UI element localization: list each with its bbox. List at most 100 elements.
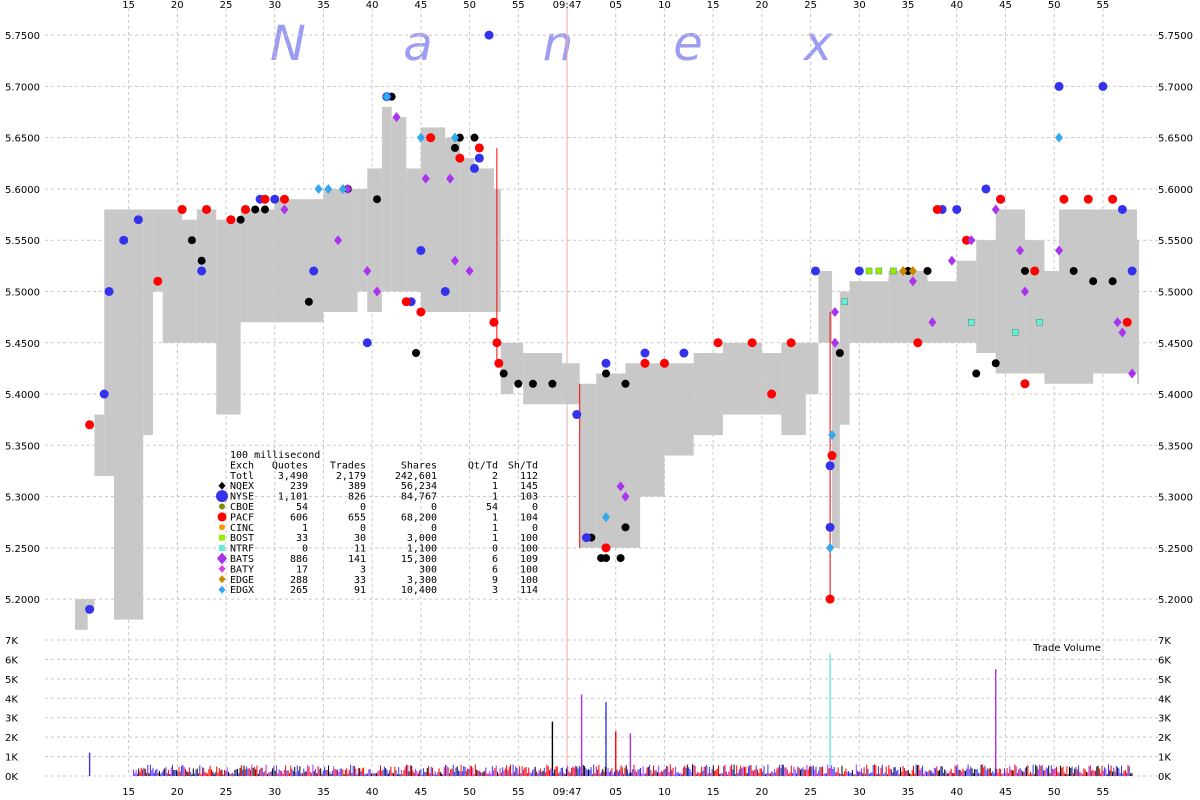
legend-sh-td: 112	[520, 471, 538, 482]
price-tick-label-right: 5.7000	[1158, 82, 1193, 93]
nbbo-band-segment	[113, 209, 144, 620]
legend-sh-td: 103	[520, 492, 538, 503]
legend-quotes: 3,490	[278, 471, 308, 482]
trade-marker	[967, 235, 976, 246]
trade-marker	[260, 205, 269, 214]
trade-marker	[825, 594, 835, 604]
volume-tick-label-left: 3K	[5, 714, 18, 725]
trade-marker	[602, 369, 610, 378]
legend-trades: 3	[360, 564, 366, 575]
price-tick-label-right: 5.5500	[1158, 236, 1193, 247]
trade-marker	[825, 461, 835, 471]
nbbo-band-segment	[182, 219, 197, 343]
legend-shares: 0	[431, 523, 437, 534]
trade-marker	[85, 420, 95, 430]
volume-tick-label-right: 0K	[1158, 772, 1171, 783]
nbbo-band-segment	[849, 281, 889, 343]
trade-marker	[450, 255, 459, 266]
nbbo-band-segment	[888, 270, 928, 343]
time-tick-label-bottom: 09:47	[553, 787, 582, 798]
trade-marker	[621, 523, 630, 532]
trade-marker	[514, 379, 523, 388]
time-tick-label-top: 50	[1048, 0, 1061, 11]
trade-marker	[343, 183, 352, 194]
price-tick-label-left: 5.7000	[5, 82, 40, 93]
time-tick-label-top: 45	[999, 0, 1012, 11]
legend-qt-td: 0	[492, 544, 498, 555]
trade-marker	[640, 358, 650, 368]
trade-marker	[85, 604, 95, 614]
legend-column-header: Qt/Td	[468, 460, 498, 471]
watermark-letter: N	[270, 16, 306, 72]
trade-marker	[416, 132, 425, 143]
price-tick-label-right: 5.4500	[1158, 339, 1193, 350]
time-tick-label-bottom: 20	[171, 787, 184, 798]
trade-marker	[972, 369, 981, 378]
legend-shares: 300	[419, 564, 437, 575]
time-tick-label-bottom: 50	[1048, 787, 1061, 798]
volume-tick-label-right: 6K	[1158, 655, 1171, 666]
trade-marker	[572, 410, 582, 420]
nbbo-band-segment	[976, 240, 996, 354]
legend-marker	[218, 564, 226, 573]
nbbo-band-segment	[104, 209, 114, 477]
trade-marker	[426, 133, 436, 143]
trade-marker	[830, 337, 839, 348]
time-tick-label-top: 35	[317, 0, 330, 11]
trade-marker	[177, 204, 187, 214]
legend-sh-td: 100	[520, 564, 538, 575]
legend-column-header: Exch	[230, 460, 254, 471]
trade-marker	[1118, 327, 1127, 338]
trade-marker	[494, 358, 504, 368]
trade-marker	[827, 451, 837, 461]
trade-marker	[947, 255, 956, 266]
trade-marker	[362, 338, 372, 348]
legend-interval-label: 100 millisecond	[230, 450, 320, 461]
time-tick-label-top: 40	[950, 0, 963, 11]
nbbo-band-segment	[818, 270, 833, 343]
nbbo-band-segment	[87, 599, 95, 610]
trade-marker	[828, 430, 837, 441]
nbbo-band-segment	[323, 188, 358, 312]
time-tick-label-bottom: 35	[317, 787, 330, 798]
trade-marker	[1036, 318, 1043, 326]
time-tick-label-bottom: 10	[658, 787, 671, 798]
legend-exchange: BOST	[230, 533, 254, 544]
price-tick-label-left: 5.5000	[5, 287, 40, 298]
legend-marker	[217, 552, 227, 565]
trade-marker	[270, 194, 280, 204]
legend-marker	[218, 575, 226, 584]
trade-marker	[1020, 266, 1029, 275]
trade-marker	[474, 143, 484, 153]
legend-quotes: 288	[290, 575, 308, 586]
legend-exchange: CBOE	[230, 502, 254, 513]
nbbo-band-segment	[523, 353, 563, 405]
nbbo-band-segment	[406, 168, 421, 292]
nbbo-band-segment	[995, 209, 1025, 374]
legend-trades: 91	[354, 585, 366, 596]
trade-marker	[991, 359, 1000, 368]
legend-sh-td: 104	[520, 512, 538, 523]
nbbo-band-segment	[579, 383, 597, 548]
nbbo-band-segment	[664, 363, 694, 456]
time-tick-label-bottom: 30	[853, 787, 866, 798]
time-tick-label-bottom: 20	[756, 787, 769, 798]
trade-marker	[1011, 329, 1019, 336]
volume-tick-label-left: 2K	[5, 733, 18, 744]
trade-marker	[825, 522, 835, 532]
nbbo-band-segment	[420, 127, 446, 312]
trade-marker	[412, 349, 421, 358]
nbbo-band-segment	[722, 342, 762, 415]
time-tick-label-bottom: 55	[1097, 787, 1110, 798]
legend-trades: 0	[360, 502, 366, 513]
trade-marker	[981, 184, 991, 194]
nbbo-band-segment	[956, 260, 977, 343]
trade-marker	[314, 183, 323, 194]
trade-marker	[416, 307, 426, 317]
trade-marker	[1108, 277, 1117, 286]
legend-trades: 30	[354, 533, 366, 544]
legend-exchange: PACF	[230, 512, 254, 523]
nbbo-band-segment	[391, 117, 407, 292]
trade-marker	[952, 204, 962, 214]
